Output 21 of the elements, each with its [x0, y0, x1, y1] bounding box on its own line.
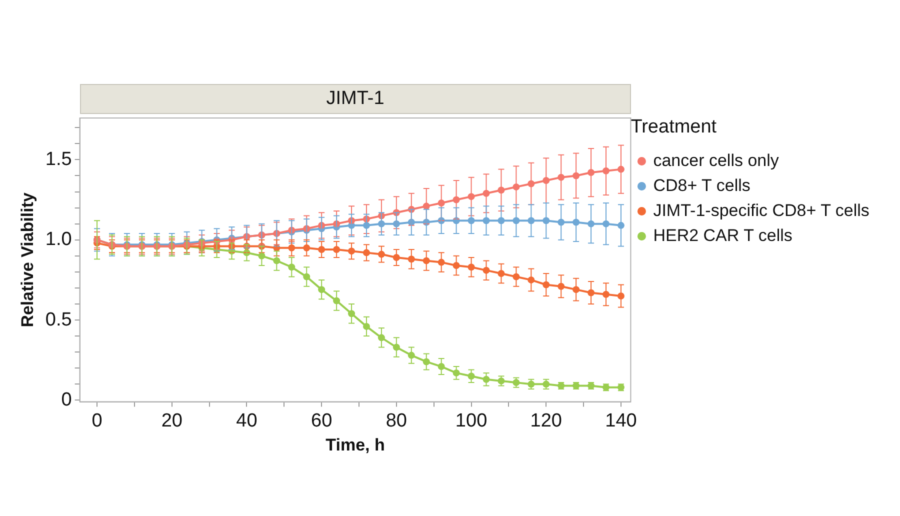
x-tick-label: 100	[455, 410, 488, 432]
legend-label: HER2 CAR T cells	[653, 226, 792, 245]
x-tick-label: 120	[530, 410, 562, 432]
legend-label: cancer cells only	[653, 150, 780, 170]
y-tick-label: 1.0	[45, 229, 72, 250]
x-tick-label: 20	[161, 410, 182, 432]
x-axis-title: Time, h	[326, 435, 385, 454]
x-tick-label: 40	[236, 410, 258, 432]
y-axis-title: Relative Viability	[18, 192, 37, 328]
panel-header: JIMT-1	[80, 84, 631, 114]
legend-label: JIMT-1-specific CD8+ T cells	[653, 200, 870, 220]
x-tick-label: 0	[92, 410, 102, 432]
y-tick-label: 1.5	[45, 148, 72, 170]
legend-title: Treatment	[630, 116, 718, 138]
chart-title: JIMT-1	[326, 88, 384, 110]
y-tick-label: 0.5	[45, 309, 72, 330]
legend-label: CD8+ T cells	[653, 176, 750, 195]
x-tick-label: 60	[311, 410, 332, 432]
y-tick-label: 0	[61, 389, 72, 410]
x-tick-label: 140	[605, 410, 637, 432]
x-tick-label: 80	[386, 410, 407, 432]
